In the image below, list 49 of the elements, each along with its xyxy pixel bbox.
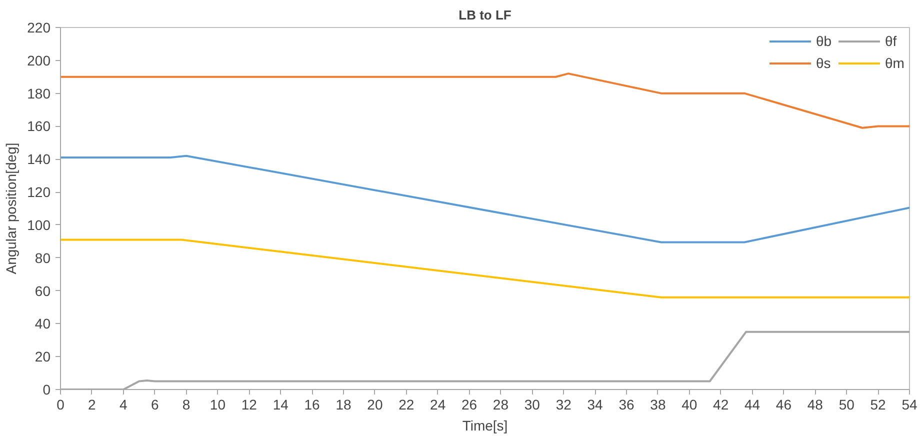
y-tick-label: 80 bbox=[34, 250, 51, 266]
x-tick-label: 10 bbox=[210, 396, 226, 412]
y-tick-label: 20 bbox=[34, 348, 51, 365]
y-tick-label: 220 bbox=[27, 20, 51, 36]
legend-label: θf bbox=[885, 33, 898, 49]
line-series bbox=[60, 154, 910, 244]
y-axis-title: Angular position[deg] bbox=[3, 142, 20, 274]
y-tick-label: 60 bbox=[34, 282, 51, 299]
legend-label: θb bbox=[816, 33, 833, 49]
x-tick-label: 30 bbox=[524, 396, 540, 412]
y-tick-label: 160 bbox=[27, 118, 51, 134]
legend-label: θs bbox=[816, 55, 832, 71]
x-tick-label: 0 bbox=[56, 396, 65, 412]
x-tick-label: 14 bbox=[272, 396, 289, 412]
x-tick-label: 18 bbox=[336, 396, 352, 412]
x-tick-label: 16 bbox=[304, 396, 320, 412]
y-tick-label: 100 bbox=[27, 216, 51, 233]
chart-title: LB to LF bbox=[458, 8, 512, 22]
x-tick-label: 20 bbox=[367, 396, 383, 412]
legend-label: θm bbox=[885, 55, 905, 71]
x-tick-label: 34 bbox=[587, 396, 604, 412]
x-tick-label: 4 bbox=[119, 396, 128, 412]
x-tick-label: 8 bbox=[182, 396, 190, 412]
x-tick-label: 36 bbox=[618, 396, 634, 412]
x-axis-title: Time[s] bbox=[462, 418, 508, 434]
x-tick-label: 2 bbox=[88, 396, 96, 412]
x-tick-label: 42 bbox=[713, 396, 729, 412]
x-tick-label: 44 bbox=[744, 396, 760, 412]
x-tick-label: 26 bbox=[461, 396, 478, 412]
y-tick-label: 120 bbox=[27, 184, 51, 200]
x-tick-label: 40 bbox=[682, 396, 698, 412]
x-tick-label: 24 bbox=[430, 396, 446, 412]
x-tick-label: 22 bbox=[398, 396, 414, 412]
line-series bbox=[60, 72, 910, 129]
x-tick-label: 12 bbox=[241, 396, 258, 412]
x-tick-label: 38 bbox=[650, 396, 666, 412]
y-tick-label: 200 bbox=[27, 52, 51, 68]
y-tick-label: 140 bbox=[27, 151, 51, 168]
x-tick-label: 54 bbox=[902, 396, 918, 412]
x-tick-label: 50 bbox=[838, 396, 855, 412]
x-tick-label: 48 bbox=[807, 396, 824, 412]
x-tick-label: 52 bbox=[870, 396, 886, 412]
y-tick-label: 180 bbox=[27, 85, 51, 102]
x-tick-label: 28 bbox=[492, 396, 509, 412]
y-tick-label: 40 bbox=[34, 316, 51, 332]
y-tick-label: 0 bbox=[42, 382, 51, 398]
x-tick-label: 6 bbox=[150, 396, 159, 412]
x-tick-label: 46 bbox=[776, 396, 792, 412]
x-tick-label: 32 bbox=[556, 396, 572, 412]
